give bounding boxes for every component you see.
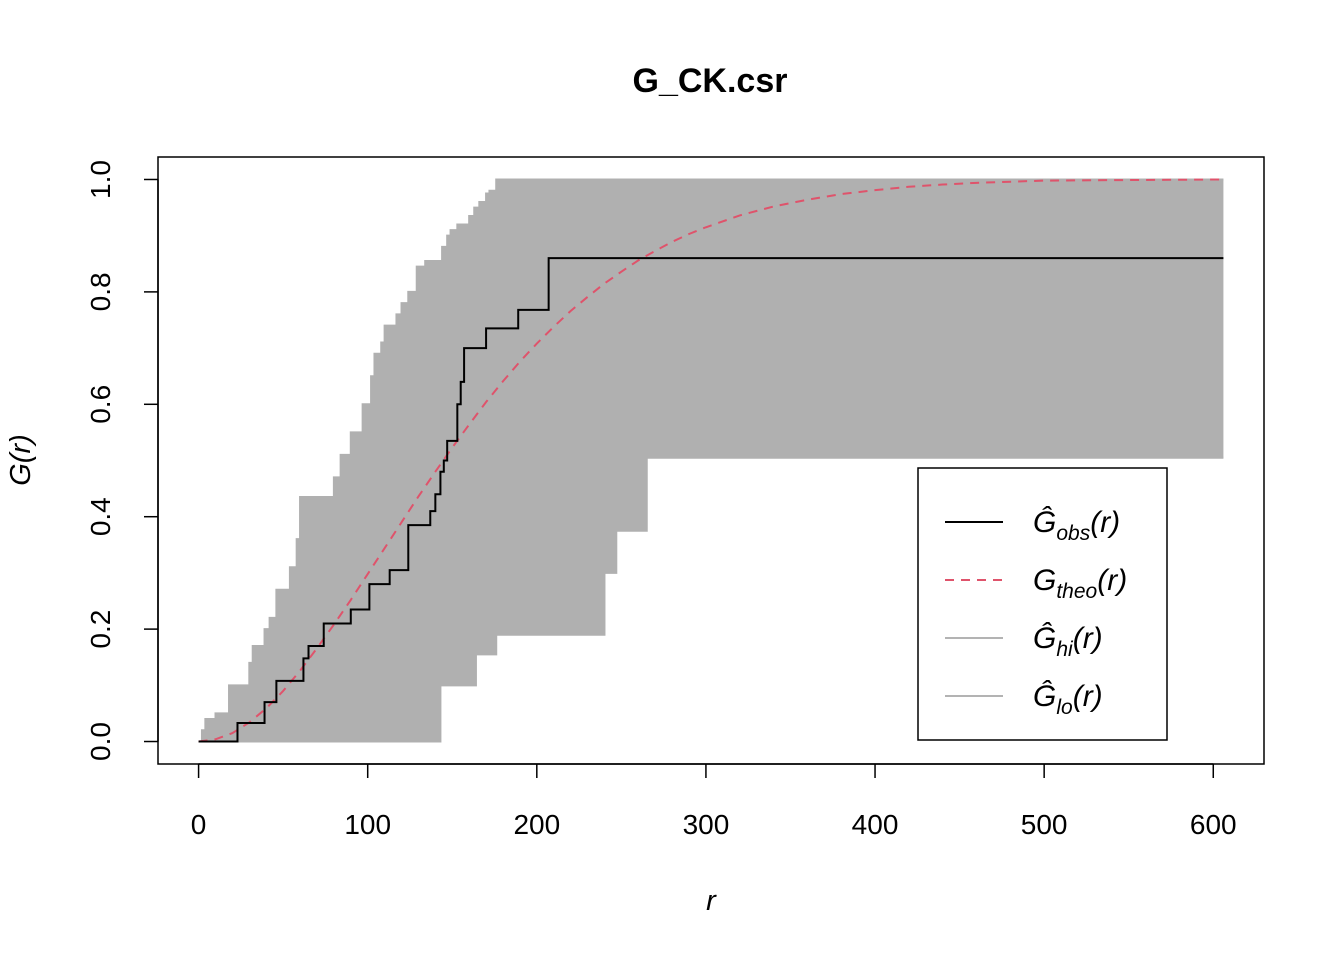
plot-layer bbox=[198, 178, 1224, 743]
legend-label-lo: Ĝlo(r) bbox=[1033, 679, 1103, 719]
x-tick-label: 600 bbox=[1190, 809, 1237, 840]
x-tick-label: 100 bbox=[344, 809, 391, 840]
series-hi-line bbox=[198, 178, 1224, 743]
y-tick-label: 0.2 bbox=[85, 610, 116, 649]
x-tick-label: 400 bbox=[852, 809, 899, 840]
y-axis-label: G(r) bbox=[5, 434, 37, 486]
envelope-band bbox=[198, 179, 1224, 742]
chart-title: G_CK.csr bbox=[633, 62, 788, 100]
x-axis: 0 100 200 300 400 500 600 bbox=[191, 763, 1237, 840]
series-obs-line bbox=[198, 257, 1224, 743]
series-lo-line bbox=[198, 456, 1224, 743]
legend-label-obs: Ĝobs(r) bbox=[1033, 505, 1120, 545]
x-tick-label: 0 bbox=[191, 809, 207, 840]
y-tick-label: 0.0 bbox=[85, 722, 116, 761]
x-axis-label: r bbox=[706, 885, 717, 917]
legend-label-hi: Ĝhi(r) bbox=[1033, 621, 1103, 661]
y-tick-label: 0.6 bbox=[85, 385, 116, 424]
y-axis: 0.0 0.2 0.4 0.6 0.8 1.0 bbox=[85, 160, 159, 761]
x-tick-label: 500 bbox=[1021, 809, 1068, 840]
y-tick-label: 1.0 bbox=[85, 160, 116, 199]
legend-label-theo: Gtheo(r) bbox=[1033, 564, 1127, 603]
legend: Ĝobs(r) Gtheo(r) Ĝhi(r) Ĝlo(r) bbox=[917, 467, 1168, 741]
legend-box bbox=[917, 467, 1168, 741]
x-tick-label: 200 bbox=[513, 809, 560, 840]
y-tick-label: 0.8 bbox=[85, 272, 116, 311]
series-theo-line bbox=[198, 178, 1224, 743]
x-tick-label: 300 bbox=[683, 809, 730, 840]
y-tick-label: 0.4 bbox=[85, 497, 116, 536]
